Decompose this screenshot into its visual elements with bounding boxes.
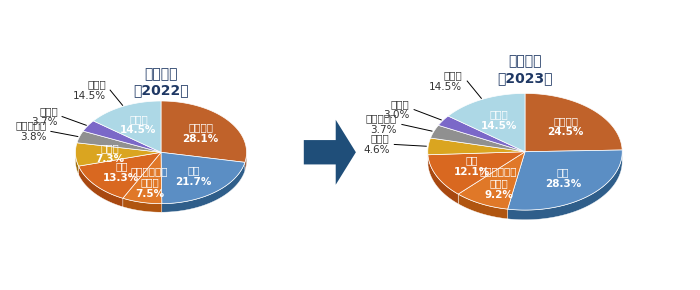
Polygon shape (245, 152, 246, 171)
Text: 帽子類
3.0%: 帽子類 3.0% (383, 99, 410, 120)
Polygon shape (428, 152, 525, 194)
Polygon shape (78, 152, 161, 198)
Polygon shape (162, 162, 245, 212)
Text: バッグ類
24.5%: バッグ類 24.5% (547, 116, 584, 137)
Polygon shape (93, 101, 161, 152)
Polygon shape (161, 152, 245, 204)
Polygon shape (83, 121, 161, 152)
Text: 令和４年
（2022）: 令和４年 （2022） (133, 67, 189, 97)
Text: 時計類
4.6%: 時計類 4.6% (363, 134, 389, 155)
Text: 靴類
12.1%: 靴類 12.1% (454, 156, 490, 177)
Polygon shape (78, 166, 122, 207)
Polygon shape (508, 150, 622, 210)
Polygon shape (508, 152, 622, 220)
Text: 衣類
21.7%: 衣類 21.7% (176, 165, 212, 187)
Polygon shape (76, 152, 78, 175)
Polygon shape (76, 143, 161, 166)
Text: その他
14.5%: その他 14.5% (120, 114, 157, 135)
Polygon shape (428, 155, 458, 204)
Polygon shape (122, 198, 162, 212)
Text: バッグ類
28.1%: バッグ類 28.1% (183, 122, 219, 144)
Text: その他
14.5%: その他 14.5% (481, 110, 517, 131)
Polygon shape (448, 93, 525, 152)
Text: 携帯電話及び
付属品
7.5%: 携帯電話及び 付属品 7.5% (131, 166, 168, 199)
Text: 時計類
7.3%: 時計類 7.3% (95, 143, 125, 164)
Text: その他
14.5%: その他 14.5% (429, 70, 462, 92)
Polygon shape (525, 93, 622, 152)
Polygon shape (428, 138, 525, 155)
Polygon shape (161, 101, 246, 162)
Polygon shape (122, 152, 162, 204)
Text: 帽子類
3.7%: 帽子類 3.7% (32, 106, 58, 127)
Text: その他
14.5%: その他 14.5% (73, 79, 106, 101)
Polygon shape (304, 120, 356, 185)
Polygon shape (438, 116, 525, 152)
Polygon shape (458, 194, 507, 219)
Polygon shape (458, 152, 525, 209)
Text: 身辺細貨類
3.8%: 身辺細貨類 3.8% (15, 121, 47, 142)
Text: 携帯電話及び
付属品
9.2%: 携帯電話及び 付属品 9.2% (480, 166, 517, 200)
Polygon shape (430, 125, 525, 152)
Polygon shape (77, 131, 161, 152)
Text: 衣類
28.3%: 衣類 28.3% (545, 167, 581, 189)
Text: 靴類
13.3%: 靴類 13.3% (104, 161, 139, 183)
Text: 令和５年
（2023）: 令和５年 （2023） (497, 55, 553, 85)
Text: 身辺細貨類
3.7%: 身辺細貨類 3.7% (366, 114, 397, 135)
